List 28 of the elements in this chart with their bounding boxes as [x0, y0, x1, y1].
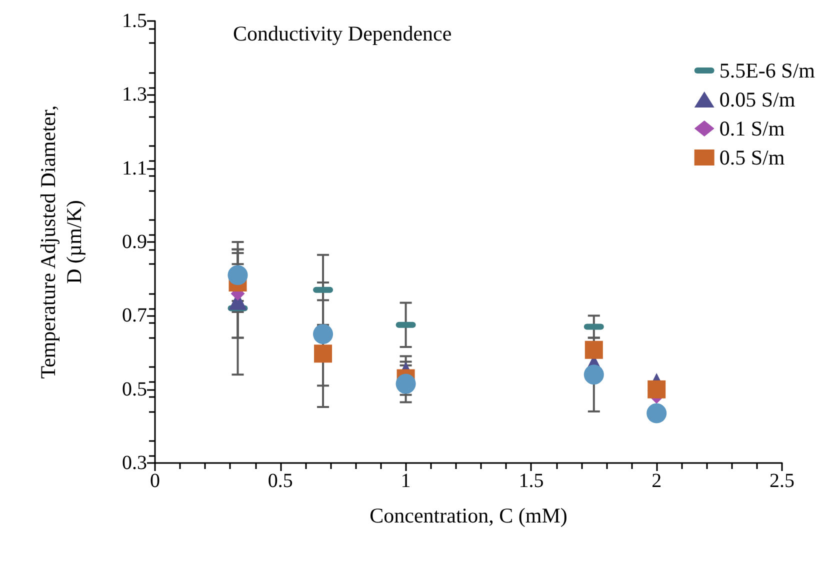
y-tick-label: 0.5 [122, 378, 147, 400]
y-tick-label: 1.3 [122, 84, 147, 106]
x-tick-label: 0 [150, 470, 160, 492]
legend-label: 0.5 S/m [719, 146, 785, 170]
point [584, 340, 603, 359]
chart-title: Conductivity Dependence [233, 22, 452, 46]
y-axis-title: Temperature Adjusted Diameter, D (µm/K) [36, 105, 86, 379]
x-tick-label: 0.5 [268, 470, 293, 492]
point [584, 364, 604, 385]
x-tick-label: 2 [652, 470, 662, 492]
x-tick-label: 1 [400, 470, 411, 492]
point [228, 265, 248, 286]
point [313, 324, 334, 344]
point [648, 380, 666, 398]
y-tick-label: 0.3 [122, 452, 147, 474]
point [314, 344, 332, 363]
legend-label: 5.5E-6 S/m [719, 58, 816, 82]
point [396, 374, 416, 394]
x-tick-label: 2.5 [770, 470, 794, 492]
x-axis-title: Concentration, C (mM) [370, 504, 568, 528]
y-tick-label: 0.7 [122, 304, 147, 327]
y-tick-label: 1.1 [122, 157, 147, 180]
x-tick-label: 1.5 [518, 470, 544, 492]
point [646, 403, 667, 424]
legend-label: 0.1 S/m [719, 116, 785, 140]
y-tick-label: 0.9 [122, 231, 147, 253]
y-tick-label: 1.5 [122, 10, 147, 32]
legend-label: 0.05 S/m [719, 88, 796, 112]
